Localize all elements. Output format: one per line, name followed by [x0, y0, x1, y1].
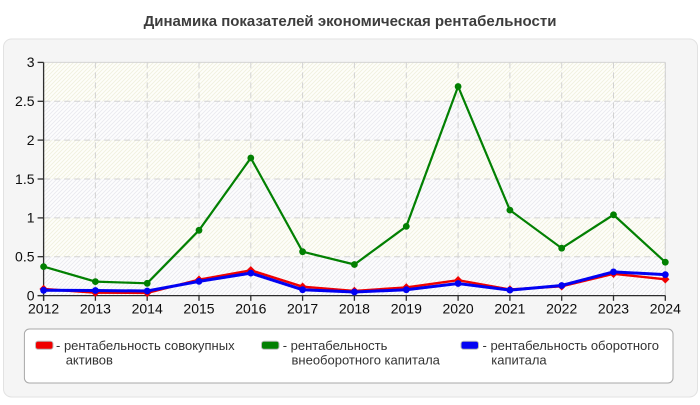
svg-text:2019: 2019 [391, 301, 422, 317]
svg-text:1: 1 [27, 210, 35, 226]
svg-text:внеоборотного капитала: внеоборотного капитала [292, 353, 441, 368]
svg-text:2017: 2017 [287, 301, 318, 317]
svg-text:2: 2 [27, 132, 35, 148]
svg-text:2016: 2016 [235, 301, 266, 317]
svg-text:2012: 2012 [28, 301, 59, 317]
svg-text:Динамика показателей экономиче: Динамика показателей экономическая рента… [144, 13, 557, 30]
svg-text:2.5: 2.5 [15, 93, 35, 109]
svg-text:- рентабельность оборотного: - рентабельность оборотного [483, 338, 659, 353]
svg-text:2021: 2021 [494, 301, 525, 317]
svg-text:2014: 2014 [132, 301, 163, 317]
svg-text:1.5: 1.5 [15, 171, 35, 187]
svg-text:2015: 2015 [183, 301, 214, 317]
svg-text:2022: 2022 [546, 301, 577, 317]
svg-text:0: 0 [27, 287, 35, 303]
svg-text:2018: 2018 [339, 301, 370, 317]
svg-text:- рентабельность: - рентабельность [283, 338, 388, 353]
svg-text:2024: 2024 [650, 301, 681, 317]
svg-text:2013: 2013 [80, 301, 111, 317]
svg-text:активов: активов [66, 353, 113, 368]
svg-text:3: 3 [27, 54, 35, 70]
svg-text:2020: 2020 [443, 301, 474, 317]
svg-text:- рентабельность совокупных: - рентабельность совокупных [56, 338, 235, 353]
svg-text:2023: 2023 [598, 301, 629, 317]
svg-text:капитала: капитала [491, 353, 547, 368]
svg-text:0.5: 0.5 [15, 249, 35, 265]
